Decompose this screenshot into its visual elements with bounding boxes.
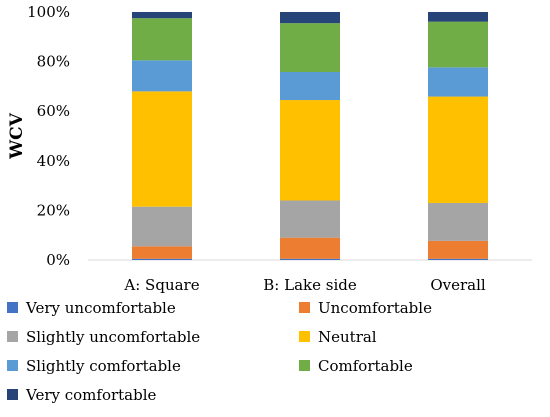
bar-segment bbox=[428, 202, 488, 241]
legend-label: Very uncomfortable bbox=[25, 299, 176, 317]
legend-label: Comfortable bbox=[318, 357, 413, 375]
bar-segment bbox=[280, 23, 340, 73]
legend-label: Uncomfortable bbox=[318, 299, 432, 317]
y-tick-label: 100% bbox=[27, 3, 70, 21]
x-tick-label: B: Lake side bbox=[263, 276, 357, 294]
bar-segment bbox=[280, 12, 340, 24]
legend-swatch bbox=[299, 302, 310, 313]
x-tick-label: A: Square bbox=[123, 276, 199, 294]
legend-swatch bbox=[7, 389, 18, 400]
y-tick-label: 60% bbox=[37, 102, 70, 120]
bar-segment bbox=[132, 12, 192, 19]
bar-segment bbox=[428, 12, 488, 22]
y-axis-title: WCV bbox=[7, 112, 27, 160]
bar-segment bbox=[428, 258, 488, 260]
legend-label: Very comfortable bbox=[25, 386, 157, 404]
y-tick-label: 80% bbox=[37, 53, 70, 71]
y-tick-labels: 0% 20% 40% 60% 80% 100% bbox=[27, 3, 70, 269]
bar-segment bbox=[132, 206, 192, 247]
bar-segment bbox=[280, 72, 340, 101]
bar-segment bbox=[132, 246, 192, 259]
legend: Very uncomfortable Uncomfortable Slightly … bbox=[7, 299, 432, 404]
bar-segment bbox=[280, 258, 340, 260]
legend-swatch bbox=[299, 360, 310, 371]
legend-swatch bbox=[7, 302, 18, 313]
bar-segment bbox=[428, 96, 488, 203]
bar-segment bbox=[280, 200, 340, 238]
x-tick-label: Overall bbox=[430, 276, 486, 294]
bar-segment bbox=[428, 21, 488, 68]
bar-segment bbox=[132, 258, 192, 260]
legend-label: Neutral bbox=[318, 328, 377, 346]
x-tick-labels: A: Square B: Lake side Overall bbox=[123, 276, 485, 294]
legend-swatch bbox=[7, 360, 18, 371]
bar-segment bbox=[428, 240, 488, 259]
bar-segment bbox=[428, 67, 488, 97]
legend-swatch bbox=[299, 331, 310, 342]
bar-segment bbox=[132, 60, 192, 92]
bar-segment bbox=[132, 91, 192, 207]
legend-swatch bbox=[7, 331, 18, 342]
legend-label: Slightly uncomfortable bbox=[26, 328, 200, 346]
legend-label: Slightly comfortable bbox=[26, 357, 181, 375]
y-tick-label: 0% bbox=[46, 251, 70, 269]
bar-segment bbox=[132, 18, 192, 61]
y-tick-label: 40% bbox=[37, 152, 70, 170]
bar-segment bbox=[280, 237, 340, 259]
y-tick-label: 20% bbox=[37, 201, 70, 219]
bar-segment bbox=[280, 100, 340, 201]
bar-series bbox=[132, 12, 488, 260]
